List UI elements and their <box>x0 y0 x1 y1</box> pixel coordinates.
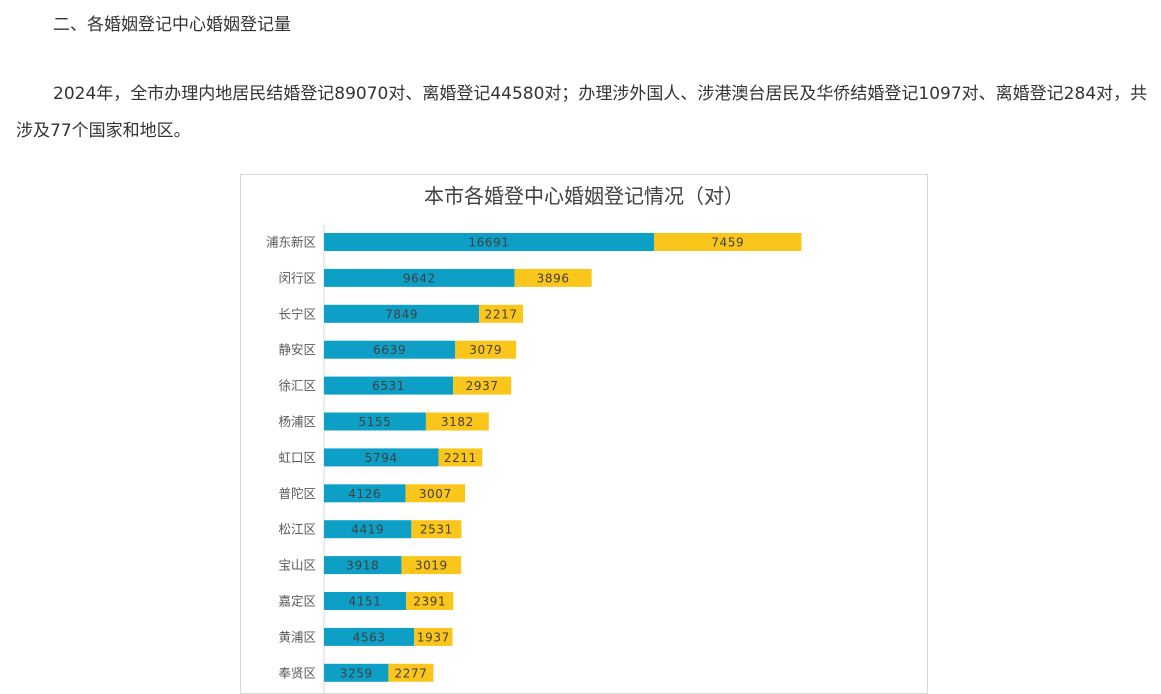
category-label: 黄浦区 <box>278 629 316 644</box>
bar-segment-2 <box>414 627 453 646</box>
bar-segment-1 <box>324 340 456 359</box>
category-label: 浦东新区 <box>266 235 316 250</box>
bar-segment-2 <box>406 592 454 610</box>
bar-segment-1 <box>324 556 402 575</box>
bar-segment-2 <box>388 663 434 682</box>
bar-segment-2 <box>438 448 483 467</box>
category-label: 虹口区 <box>278 450 316 465</box>
data-label: 16691 <box>468 236 509 250</box>
data-label: 4563 <box>353 630 386 644</box>
bar-segment-2 <box>425 412 489 431</box>
bar-segment-1 <box>324 448 439 467</box>
bar-segment-2 <box>654 233 802 251</box>
bar-segment-1 <box>324 592 407 610</box>
bar-segment-1 <box>324 376 454 395</box>
marriage-registration-chart: 本市各婚登中心婚姻登记情况（对） 浦东新区 16691 7459 闵行区 9642 389… <box>240 174 928 694</box>
bar-segment-2 <box>453 376 512 395</box>
data-label: 4151 <box>349 595 382 609</box>
data-label: 3896 <box>537 271 570 285</box>
bar-segment-1 <box>324 627 415 646</box>
data-label: 2531 <box>420 523 453 537</box>
data-label: 5155 <box>358 415 391 429</box>
bar-segment-1 <box>324 304 480 323</box>
data-label: 3182 <box>441 415 474 429</box>
bar-segment-1 <box>324 520 412 539</box>
data-label: 3019 <box>415 559 448 573</box>
chart-title: 本市各婚登中心婚姻登记情况（对） <box>424 184 744 208</box>
bar-segment-1 <box>324 412 426 431</box>
data-label: 4126 <box>348 487 381 501</box>
bar-segment-2 <box>405 484 466 503</box>
bar-segment-2 <box>401 556 462 575</box>
data-label: 9642 <box>403 271 436 285</box>
data-label: 3079 <box>469 343 502 357</box>
category-label: 宝山区 <box>278 558 316 573</box>
category-label: 普陀区 <box>278 486 316 501</box>
data-label: 7459 <box>711 236 744 250</box>
category-label: 闵行区 <box>278 270 316 285</box>
bar-segment-1 <box>324 268 515 287</box>
data-label: 6639 <box>373 343 406 357</box>
category-label: 静安区 <box>278 342 316 357</box>
data-label: 5794 <box>365 451 398 465</box>
data-label: 3918 <box>346 559 379 573</box>
data-label: 3259 <box>340 666 373 680</box>
data-label: 2391 <box>413 595 446 609</box>
category-label: 长宁区 <box>278 306 316 321</box>
bar-segment-2 <box>514 268 592 287</box>
category-label: 松江区 <box>278 522 316 537</box>
data-label: 2937 <box>466 379 499 393</box>
data-label: 3007 <box>419 487 452 501</box>
category-label: 杨浦区 <box>278 414 316 429</box>
data-label: 4419 <box>351 523 384 537</box>
category-label: 徐汇区 <box>278 378 316 393</box>
category-label: 奉贤区 <box>278 665 316 680</box>
section-heading: 二、各婚姻登记中心婚姻登记量 <box>53 15 291 35</box>
bar-segment-1 <box>324 233 654 251</box>
data-label: 7849 <box>385 307 418 321</box>
data-label: 2211 <box>444 451 477 465</box>
bar-segment-2 <box>479 304 524 323</box>
data-label: 2217 <box>485 307 518 321</box>
summary-paragraph: 2024年，全市办理内地居民结婚登记89070对、离婚登记44580对；办理涉外… <box>16 84 1148 141</box>
category-label: 嘉定区 <box>278 594 316 609</box>
bar-segment-2 <box>455 340 517 359</box>
bar-segment-1 <box>324 484 406 503</box>
data-label: 1937 <box>417 630 450 644</box>
chart-plot: 浦东新区 16691 7459 闵行区 9642 3896 长宁区 7849 2217 静安区 66… <box>266 225 802 693</box>
data-label: 6531 <box>372 379 405 393</box>
bar-segment-1 <box>324 663 389 682</box>
data-label: 2277 <box>394 666 427 680</box>
bar-segment-2 <box>411 520 462 539</box>
